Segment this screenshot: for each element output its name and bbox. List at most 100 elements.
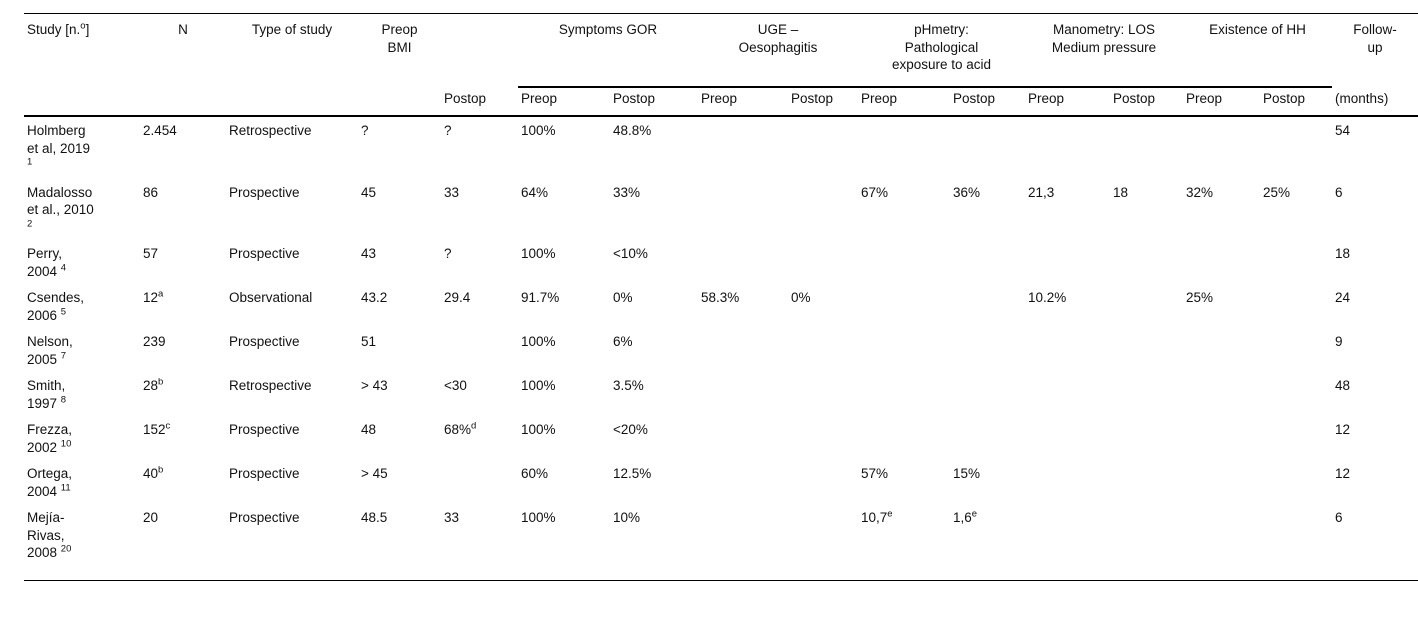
- cell-ph-post: 1,6e: [953, 508, 978, 525]
- cell-hh-post: 25%: [1263, 184, 1291, 200]
- cell-n: 86: [143, 184, 159, 200]
- col-header-preop-bmi: Preop BMI: [381, 22, 418, 55]
- cell-hh-pre: [1183, 460, 1260, 504]
- cell-gor-post: 0%: [613, 290, 633, 305]
- subheader-months: (months): [1332, 86, 1418, 117]
- cell-n: 239: [143, 334, 166, 349]
- cell-mano-post: [1110, 284, 1183, 328]
- cell-hh-post: [1260, 372, 1332, 416]
- cell-mano-post: 18: [1113, 184, 1129, 200]
- cell-mano-pre: 21,3: [1028, 184, 1055, 200]
- cell-gor-post: 48.8%: [613, 123, 652, 138]
- cell-type: Retrospective: [229, 378, 312, 393]
- cell-hh-post: [1260, 328, 1332, 372]
- cell-uge-pre: [698, 116, 788, 179]
- subheader-mano-postop: Postop: [1110, 86, 1184, 117]
- cell-study: Madalosso et al., 2010 2: [27, 184, 94, 229]
- group-header-existence-of-hh: Existence of HH: [1183, 13, 1333, 88]
- cell-gor-pre: 100%: [521, 378, 556, 393]
- cell-preop-bmi: 48.5: [361, 510, 388, 525]
- cell-n: 28b: [143, 376, 164, 393]
- cell-postop-bmi: 68%d: [444, 420, 477, 437]
- table-row: Smith, 1997 8 28b Retrospective > 43 <30 100% 3…: [24, 372, 1418, 416]
- cell-mano-post: [1110, 416, 1183, 460]
- cell-postop-bmi: <30: [444, 378, 467, 393]
- table-row: Holmberg et al, 2019 1 2.454 Retrospective??…: [24, 116, 1418, 179]
- cell-preop-bmi: 43: [361, 246, 377, 261]
- cell-gor-post: 33%: [613, 184, 641, 200]
- cell-uge-pre: [698, 372, 788, 416]
- cell-followup: 54: [1335, 123, 1351, 138]
- table-row: Perry, 2004 4 57 Prospective 43? 100% <10% 18: [24, 240, 1418, 284]
- header-row-sub: Postop Preop Postop Preop Postop Preop P…: [24, 86, 1418, 117]
- cell-study: Smith, 1997 8: [27, 378, 67, 411]
- cell-hh-pre: [1183, 372, 1260, 416]
- cell-gor-pre: 64%: [521, 184, 549, 200]
- cell-mano-pre: 10.2%: [1028, 290, 1067, 305]
- group-header-manometry: Manometry: LOS Medium pressure: [1025, 13, 1184, 88]
- col-header-type-of-study: Type of study: [251, 22, 333, 37]
- cell-preop-bmi: 45: [361, 184, 377, 200]
- cell-ph-post: 36%: [953, 184, 981, 200]
- subheader-empty: [140, 86, 226, 117]
- subheader-uge-preop: Preop: [698, 86, 789, 117]
- col-header-n: N: [178, 22, 188, 37]
- cell-n: 152c: [143, 420, 171, 437]
- cell-type: Retrospective: [229, 123, 312, 138]
- cell-uge-post: [788, 460, 858, 504]
- cell-ph-pre: 10,7e: [861, 508, 893, 525]
- table-row: Ortega, 2004 11 40b Prospective > 45 60% 12.5%…: [24, 460, 1418, 504]
- cell-mano-pre: [1025, 504, 1110, 580]
- cell-hh-post: [1260, 284, 1332, 328]
- cell-type: Prospective: [229, 422, 300, 437]
- table-row: Frezza, 2002 10 152c Prospective 48 68%d 100% <…: [24, 416, 1418, 460]
- cell-gor-pre: 100%: [521, 123, 556, 138]
- cell-postop-bmi: [441, 328, 518, 372]
- cell-followup: 24: [1335, 290, 1351, 305]
- cell-ph-post: [950, 372, 1025, 416]
- group-header-uge-oesophagitis: UGE – Oesophagitis: [698, 13, 859, 88]
- cell-ph-pre: [858, 328, 950, 372]
- cell-mano-pre: [1025, 328, 1110, 372]
- cell-mano-post: [1110, 328, 1183, 372]
- cell-postop-bmi: ?: [444, 246, 452, 261]
- cell-uge-pre: [698, 416, 788, 460]
- cell-hh-pre: [1183, 240, 1260, 284]
- cell-gor-pre: 100%: [521, 510, 556, 525]
- cell-gor-pre: 91.7%: [521, 290, 560, 305]
- cell-uge-post: [788, 504, 858, 580]
- cell-gor-post: 10%: [613, 510, 641, 525]
- header-row-groups: Study [n.o] N Type of study Preop BMI Sym…: [24, 13, 1418, 88]
- cell-ph-pre: [858, 240, 950, 284]
- cell-postop-bmi: ?: [444, 123, 452, 138]
- cell-ph-pre: 57%: [861, 466, 889, 481]
- cell-postop-bmi: 33: [444, 510, 460, 525]
- cell-uge-post: [788, 372, 858, 416]
- cell-hh-pre: [1183, 116, 1260, 179]
- cell-hh-pre: 25%: [1186, 290, 1214, 305]
- cell-uge-post: [788, 116, 858, 179]
- table-row: Madalosso et al., 2010 2 86 Prospective 45 33 6…: [24, 179, 1418, 241]
- cell-ph-post: [950, 284, 1025, 328]
- cell-followup: 9: [1335, 334, 1343, 349]
- cell-uge-post: [788, 179, 858, 241]
- cell-ph-post: [950, 116, 1025, 179]
- cell-followup: 12: [1335, 422, 1351, 437]
- cell-n: 57: [143, 246, 159, 261]
- cell-hh-pre: 32%: [1186, 184, 1214, 200]
- cell-preop-bmi: 51: [361, 334, 377, 349]
- cell-mano-pre: [1025, 240, 1110, 284]
- cell-postop-bmi: [441, 460, 518, 504]
- cell-study: Perry, 2004 4: [27, 246, 67, 279]
- cell-ph-pre: [858, 416, 950, 460]
- cell-uge-pre: [698, 328, 788, 372]
- studies-table: Study [n.o] N Type of study Preop BMI Sym…: [24, 13, 1418, 581]
- subheader-hh-preop: Preop: [1183, 86, 1261, 117]
- subheader-mano-preop: Preop: [1025, 86, 1111, 117]
- subheader-postop-bmi: Postop: [441, 86, 518, 117]
- cell-followup: 6: [1335, 510, 1343, 525]
- cell-preop-bmi: 43.2: [361, 290, 388, 305]
- cell-postop-bmi: 33: [444, 184, 460, 200]
- cell-hh-pre: [1183, 328, 1260, 372]
- subheader-gor-preop: Preop: [518, 86, 610, 117]
